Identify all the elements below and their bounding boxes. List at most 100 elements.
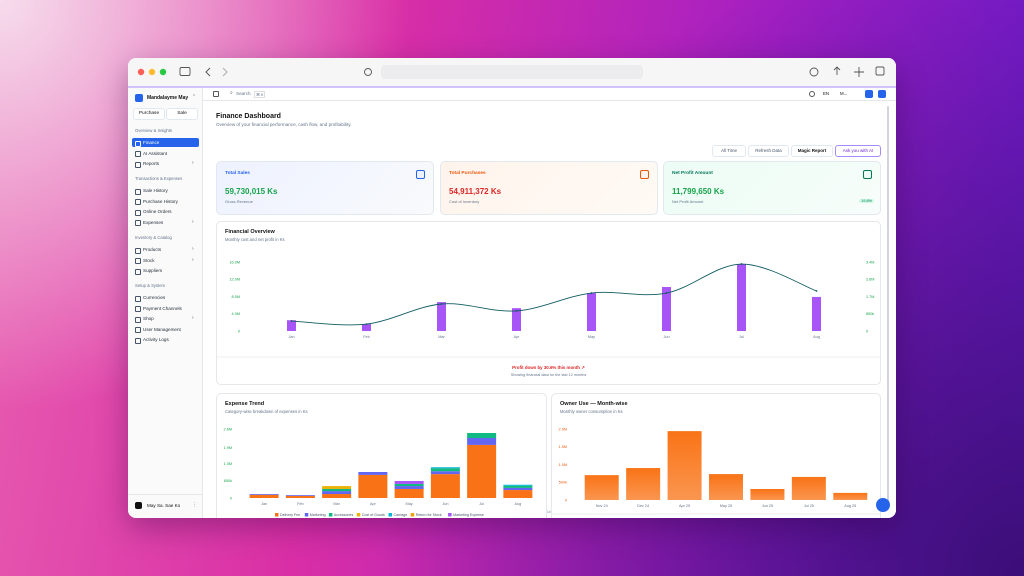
sidebar-item[interactable]: AI Assistant [143,150,168,156]
close-button[interactable] [137,68,145,76]
y-tick-label: 8.0M [232,295,240,299]
minimize-button[interactable] [148,68,156,76]
card-icon [416,170,425,179]
item-icon [135,295,141,302]
sidebar-item[interactable]: User Management [143,326,181,332]
y-tick-label: 1.3M [224,462,232,466]
bar [667,431,702,500]
sidebar-item[interactable]: Payment Channels [143,305,182,311]
new-tab-icon[interactable] [854,67,864,77]
y-tick-label: 2.6M [224,427,232,431]
sidebar-item[interactable]: Currencies [143,295,166,300]
x-tick-label: Dec 24 [637,504,649,508]
legend-swatch [328,513,333,517]
card-note: Net Profit Amount [672,199,704,204]
submenu-chevron: › [192,256,194,263]
y2-tick-label: 3.4M [866,260,874,264]
legend-swatch [356,513,361,517]
item-icon [135,337,141,344]
sidebar-item[interactable]: Sale History [143,188,168,193]
notif-icon [809,91,815,97]
bar [737,264,746,331]
chart: Expense Trend Category-wise breakdown of … [224,401,533,517]
y-tick-label: 0 [565,498,567,502]
submenu-chevron: › [192,160,194,166]
bar-segment [503,485,533,488]
bar-segment [322,486,352,489]
sidebar-item[interactable]: Reports [143,161,160,166]
sidebar-icon[interactable] [179,67,191,76]
sidebar-button[interactable]: Purchase [133,108,165,120]
bar-segment [503,490,533,498]
share-icon[interactable] [833,66,841,75]
sidebar-item[interactable]: Purchase History [143,198,178,204]
sidebar-item[interactable]: Finance [143,140,160,145]
sidebar-item[interactable]: Activity Logs [143,337,169,342]
forward-icon[interactable] [222,67,228,77]
download-icon[interactable] [809,67,819,77]
active-item-bg [132,138,199,147]
zoom-button[interactable] [159,68,167,76]
x-tick-label: Jul [479,502,484,506]
x-tick-label: May [588,335,595,339]
address-bar[interactable] [381,65,643,79]
back-icon[interactable] [205,67,211,77]
point [515,310,518,312]
y-tick-label: 500k [559,481,567,485]
x-tick-label: Mar [438,335,445,339]
header-button[interactable]: All Time [712,145,746,157]
workspace-icon [135,94,143,102]
bar-segment [467,444,497,498]
bar [437,302,446,331]
tabs-icon[interactable] [875,66,885,76]
sidebar: Mandalayme May ⌃ Purchase Sale Overview & In… [128,88,203,518]
x-tick-label: Jun [442,502,448,506]
chart: Financial Overview Monthly cost and net p… [217,229,880,377]
bar-segment [503,484,533,486]
bar-segment [285,495,315,496]
x-tick-label: Apr [370,502,377,506]
sidebar-toggle [213,91,219,97]
sidebar-item[interactable]: Suppliers [143,268,163,273]
search[interactable]: Search [236,91,251,96]
submenu-chevron: › [192,315,194,321]
card-icon [863,170,872,179]
chart-title: Owner Use — Month-wise [560,401,628,407]
chart-panel: Financial Overview Monthly cost and net p… [216,221,881,385]
card-title: Total Sales [225,171,250,176]
user-name[interactable]: May Sa. Sae Ko [147,503,181,508]
bar-segment [322,491,352,495]
chat-button[interactable] [876,498,890,512]
sidebar-item[interactable]: Online Orders [143,209,172,214]
language[interactable]: EN [823,91,830,96]
item-icon [135,327,141,333]
bar-segment [394,486,424,489]
header-button[interactable]: Refresh Data [748,145,789,157]
y-tick-label: 2.0M [559,427,567,431]
card-note: Gross Revenue [225,199,253,204]
privacy-icon [364,68,372,76]
sidebar-item[interactable]: Expenses [143,219,164,225]
header-button[interactable]: Ask you with AI [835,145,881,157]
action-button[interactable] [865,90,873,98]
item-icon [135,140,141,147]
item-icon [135,258,141,264]
workspace-name[interactable]: Mandalayme May [147,95,189,101]
bar [791,476,826,500]
sidebar-button[interactable]: Sale [166,108,198,120]
kpi-card: Total Purchases 54,911,372 Ks Cost of Inve… [440,161,658,215]
sidebar-item[interactable]: Products [143,247,162,252]
bar-segment [322,488,352,492]
sidebar-item[interactable]: Stock [143,257,155,263]
y-tick-label: 0 [238,329,240,333]
card-value: 11,799,650 Ks [672,187,725,196]
bar-segment [467,432,497,439]
sidebar-item[interactable]: Shop [143,316,154,321]
header-button[interactable]: Magic Report [791,145,833,157]
y2-tick-label: 1.7M [866,295,874,299]
action-button[interactable] [878,90,886,98]
x-tick-label: Jun 25 [762,504,773,508]
profile[interactable]: M... [840,91,848,96]
trend-caption: Showing financial data for the last 12 m… [511,373,587,377]
